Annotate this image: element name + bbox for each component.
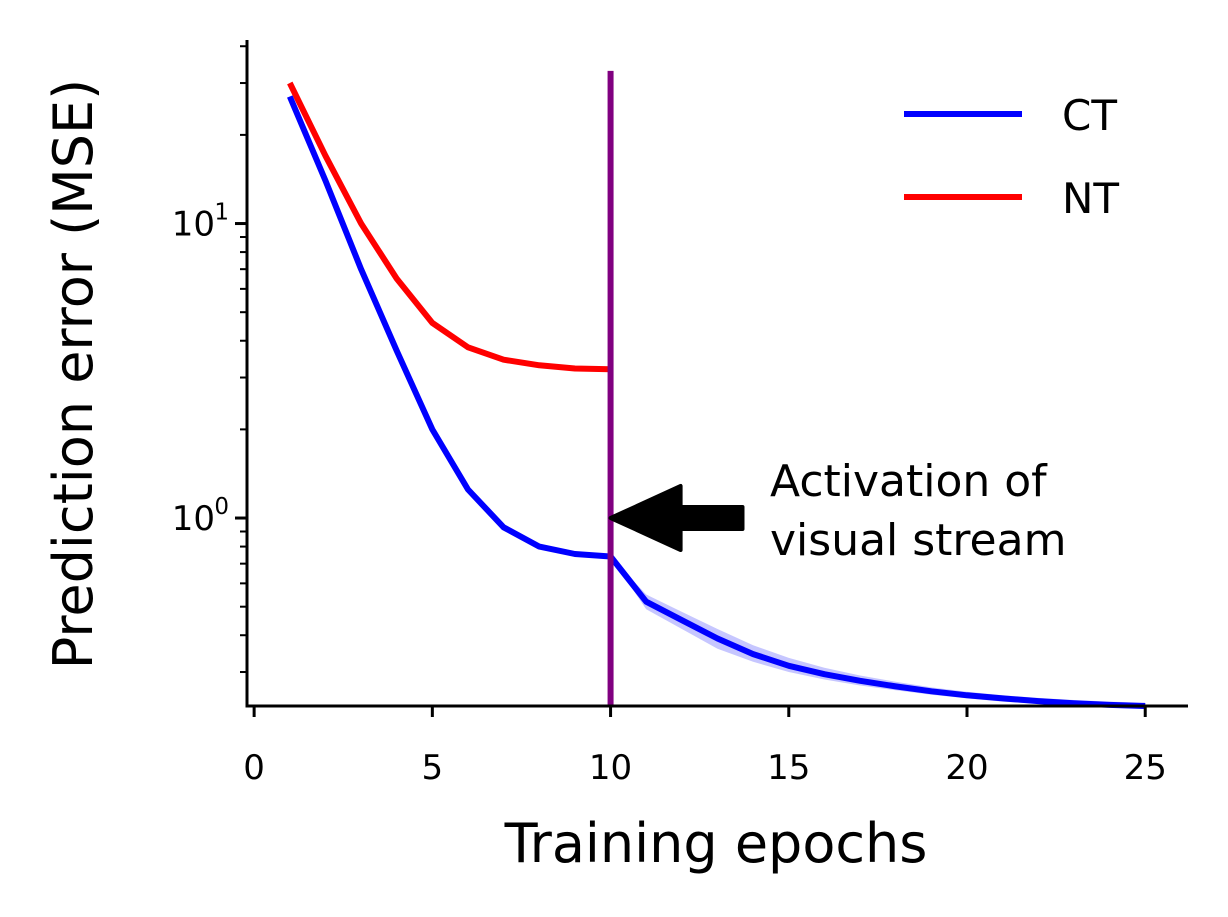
axes-group [245,40,1188,708]
x-tick-label: 10 [589,748,632,788]
legend-label-nt: NT [1062,174,1119,223]
x-tick-label: 5 [422,748,444,788]
y-tick-exponent: 1 [214,200,229,226]
series-line-ct [287,95,1146,709]
annotation-text-line: Activation of [770,456,1048,507]
legend: CT NT [904,91,1119,223]
series-line-nt [287,81,611,373]
annotation-text-line: visual stream [770,515,1066,566]
legend-label-ct: CT [1062,91,1117,140]
annotation-arrow [608,484,745,552]
x-tick-label: 0 [243,748,265,788]
x-ticks-group: 0 5 10 15 20 25 [243,706,1167,788]
annotation-arrow-group [608,484,745,552]
annotation-text-group: Activation of visual stream [770,456,1066,566]
y-tick-exponent: 0 [214,494,229,520]
x-axis-label: Training epochs [504,812,928,875]
x-tick-label: 20 [945,748,988,788]
y-tick-base: 10 [172,499,215,539]
series-lines-group [287,81,1146,709]
y-tick-base: 10 [172,205,215,245]
x-tick-label: 25 [1124,748,1167,788]
y-axis-label: Prediction error (MSE) [42,79,105,669]
x-tick-label: 15 [767,748,810,788]
